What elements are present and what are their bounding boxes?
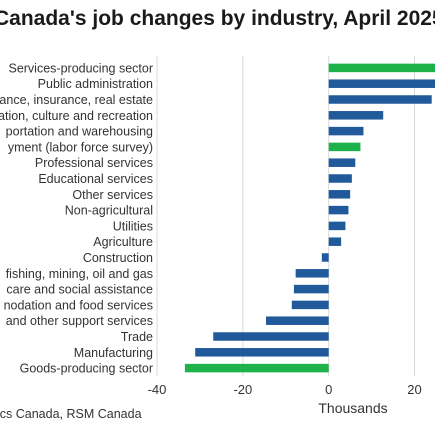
bar [328,221,346,231]
x-tick-label: -20 [233,382,252,397]
category-label: ance, insurance, real estate [0,93,153,107]
bar [184,363,329,373]
bar [328,95,432,104]
x-tick-label: 0 [325,382,332,397]
bar [321,253,329,262]
chart-title: Canada's job changes by industry, April … [0,7,435,30]
x-tick-label: 20 [407,382,421,397]
bar [293,284,329,294]
category-label: Non-agricultural [65,204,153,218]
category-label: Other services [72,188,153,202]
bar [328,237,342,246]
category-label: nodation and food services [4,298,153,312]
bars [184,63,435,373]
category-label: Professional services [35,156,153,170]
category-label: Agriculture [93,235,153,249]
category-label: Public administration [38,77,153,91]
category-label: portation and warehousing [6,125,153,139]
category-label: Construction [83,251,153,265]
category-label: fishing, mining, oil and gas [6,267,153,281]
bar [195,348,329,357]
category-label: and other support services [6,314,153,328]
category-label: Utilities [113,219,153,233]
category-label: ation, culture and recreation [0,109,153,123]
category-label: yment (labor force survey) [8,140,153,154]
category-label: Educational services [38,172,153,186]
bar [328,142,361,152]
bar [328,190,351,199]
category-label: Goods-producing sector [20,362,153,376]
bar [266,316,329,325]
category-label: care and social assistance [6,283,153,297]
x-tick-labels: -40 -20 0 20 [148,382,422,397]
category-label: Services-producing sector [8,61,153,75]
bar [328,126,364,136]
x-tick-label: -40 [148,382,167,397]
bar [291,300,329,310]
category-label: Trade [121,330,153,344]
bar [328,158,356,167]
bar [328,63,435,73]
category-label: Manufacturing [74,346,153,360]
source-note: ics Canada, RSM Canada [0,407,142,421]
bar [213,332,329,341]
gridlines [156,56,416,376]
category-labels: Services-producing sector Public administ… [0,61,153,375]
x-axis-label: Thousands [318,400,387,416]
bar [295,269,329,278]
bar [328,174,352,183]
bar [328,79,435,88]
bar [328,205,349,215]
bar [328,111,384,120]
